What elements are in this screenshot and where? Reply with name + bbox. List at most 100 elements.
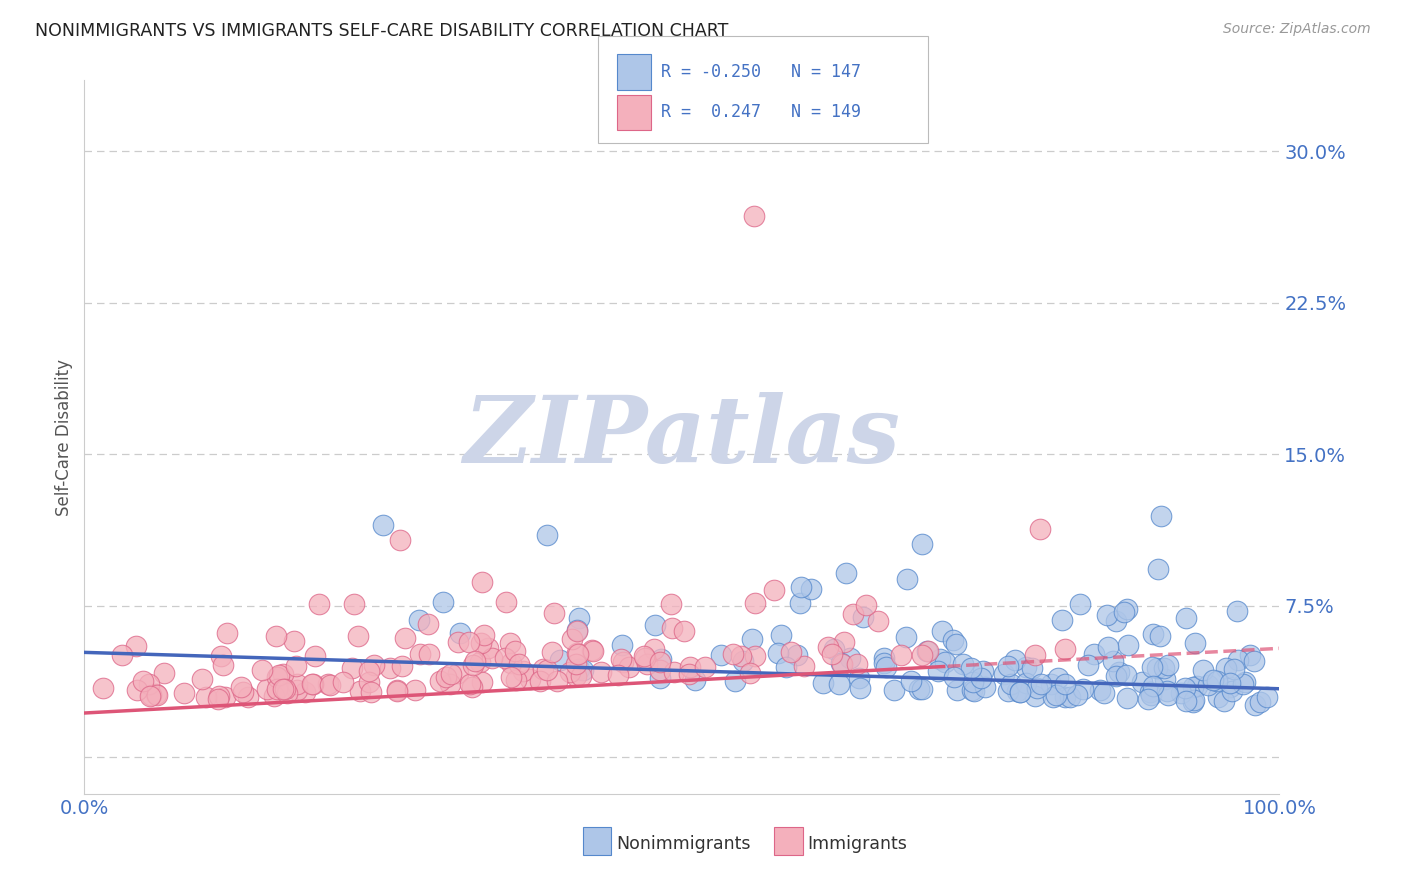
Point [457, 634, 479, 648]
Point [385, 684, 408, 698]
Point [1039, 677, 1062, 691]
Point [91, 681, 114, 696]
Text: Source: ZipAtlas.com: Source: ZipAtlas.com [1223, 22, 1371, 37]
Point [215, 625, 238, 640]
Point [1005, 684, 1028, 698]
Point [1116, 690, 1139, 705]
Point [1149, 629, 1171, 643]
Point [1181, 680, 1204, 694]
Point [284, 659, 307, 673]
Point [763, 582, 786, 597]
Point [875, 660, 897, 674]
Point [558, 665, 581, 680]
Point [536, 663, 558, 677]
Point [766, 646, 789, 660]
Point [266, 682, 288, 697]
Point [1105, 614, 1128, 628]
Point [505, 673, 527, 687]
Point [973, 680, 995, 694]
Point [1234, 675, 1257, 690]
Point [634, 650, 657, 665]
Point [1220, 683, 1243, 698]
Point [1025, 681, 1047, 695]
Point [173, 686, 195, 700]
Point [446, 666, 468, 681]
Point [789, 596, 811, 610]
Point [349, 683, 371, 698]
Point [357, 675, 380, 690]
Point [960, 682, 983, 697]
Point [567, 648, 589, 662]
Point [540, 645, 562, 659]
Point [1029, 676, 1052, 690]
Point [946, 683, 969, 698]
Point [565, 669, 588, 683]
Point [693, 660, 716, 674]
Point [357, 665, 380, 679]
Point [1182, 692, 1205, 706]
Point [673, 624, 696, 639]
Point [1150, 508, 1173, 523]
Point [963, 684, 986, 698]
Point [464, 654, 486, 668]
Point [1219, 676, 1241, 690]
Point [302, 677, 325, 691]
Point [543, 606, 565, 620]
Point [250, 664, 273, 678]
Point [1197, 678, 1219, 692]
Point [942, 633, 965, 648]
Point [679, 660, 702, 674]
Point [1066, 688, 1088, 702]
Point [1139, 684, 1161, 698]
Point [232, 685, 254, 699]
Point [546, 673, 568, 688]
Point [835, 566, 858, 581]
Point [1146, 660, 1168, 674]
Point [347, 629, 370, 643]
Point [848, 671, 870, 685]
Point [709, 648, 731, 662]
Point [434, 670, 457, 684]
Point [274, 681, 297, 696]
Point [1244, 698, 1267, 712]
Point [1175, 611, 1198, 625]
Point [1004, 653, 1026, 667]
Point [1000, 677, 1022, 691]
Point [917, 644, 939, 658]
Point [145, 687, 167, 701]
Point [1130, 675, 1153, 690]
Point [952, 657, 974, 671]
Point [873, 656, 896, 670]
Point [236, 690, 259, 704]
Point [636, 657, 658, 671]
Point [440, 666, 463, 681]
Point [458, 677, 481, 691]
Point [612, 638, 634, 652]
Point [1088, 683, 1111, 698]
Point [1092, 685, 1115, 699]
Point [1047, 671, 1070, 685]
Point [332, 675, 354, 690]
Point [740, 665, 762, 680]
Point [890, 648, 912, 663]
Point [389, 533, 412, 547]
Point [495, 594, 517, 608]
Point [1215, 660, 1237, 674]
Point [1008, 684, 1031, 698]
Point [972, 664, 994, 678]
Point [1115, 668, 1137, 682]
Point [285, 676, 308, 690]
Text: R = -0.250   N = 147: R = -0.250 N = 147 [661, 63, 860, 81]
Point [1136, 692, 1159, 706]
Point [471, 574, 494, 589]
Point [276, 686, 298, 700]
Point [1008, 685, 1031, 699]
Point [811, 676, 834, 690]
Point [373, 518, 395, 533]
Point [212, 657, 235, 672]
Point [775, 660, 797, 674]
Point [1156, 684, 1178, 698]
Point [1243, 654, 1265, 668]
Point [343, 597, 366, 611]
Point [568, 611, 591, 625]
